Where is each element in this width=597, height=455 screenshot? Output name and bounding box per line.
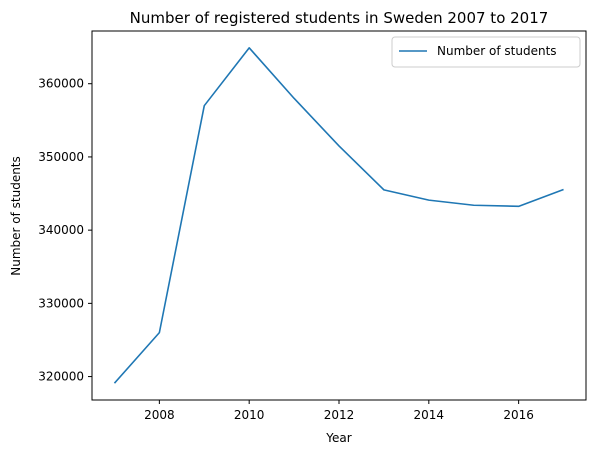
- y-axis-label: Number of students: [9, 156, 23, 276]
- legend: Number of students: [391, 36, 581, 68]
- x-axis-ticks: 2008 2010 2012 2014 2016: [144, 400, 534, 422]
- chart-title: Number of registered students in Sweden …: [130, 9, 549, 27]
- plot-frame: [91, 30, 587, 401]
- y-tick-label: 350000: [38, 150, 84, 164]
- series-layer: [113, 47, 564, 384]
- y-tick-label: 340000: [38, 223, 84, 237]
- series-line: [113, 47, 564, 384]
- x-tick-label: 2008: [144, 408, 175, 422]
- y-axis-ticks: 320000 330000 340000 350000 360000: [38, 77, 92, 384]
- legend-label: Number of students: [437, 44, 557, 58]
- y-tick-label: 330000: [38, 296, 84, 310]
- legend-box: [391, 36, 581, 68]
- x-axis-label: Year: [325, 431, 351, 445]
- y-tick-label: 360000: [38, 77, 84, 91]
- x-tick-label: 2016: [503, 408, 534, 422]
- x-tick-label: 2012: [324, 408, 355, 422]
- x-tick-label: 2014: [414, 408, 445, 422]
- plot-area: 2008 2010 2012 2014 2016 3200003300003400003…: [38, 30, 587, 422]
- x-tick-label: 2010: [234, 408, 265, 422]
- y-tick-label: 320000: [38, 370, 84, 384]
